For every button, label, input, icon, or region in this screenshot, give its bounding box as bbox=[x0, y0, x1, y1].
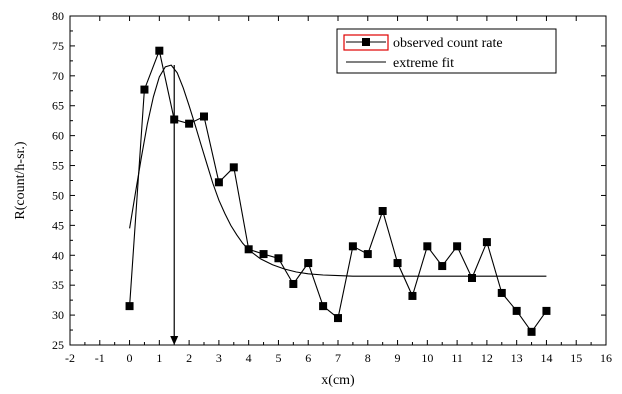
observed-point bbox=[319, 302, 328, 311]
y-tick-label: 75 bbox=[52, 39, 64, 53]
x-tick-label: 16 bbox=[600, 351, 612, 365]
x-tick-label: 3 bbox=[216, 351, 222, 365]
observed-point bbox=[363, 250, 372, 259]
observed-point bbox=[185, 119, 194, 128]
observed-layer bbox=[125, 46, 551, 336]
observed-point bbox=[438, 262, 447, 271]
annotation-layer bbox=[170, 65, 179, 345]
legend-marker-highlight bbox=[343, 34, 389, 51]
observed-point bbox=[229, 163, 238, 172]
observed-point bbox=[140, 85, 149, 94]
x-tick-label: 0 bbox=[127, 351, 133, 365]
x-tick-label: 9 bbox=[395, 351, 401, 365]
x-axis-title: x(cm) bbox=[321, 373, 355, 388]
x-tick-label: 12 bbox=[481, 351, 493, 365]
x-tick-label: 1 bbox=[156, 351, 162, 365]
observed-point bbox=[259, 250, 268, 259]
y-tick-label: 35 bbox=[52, 278, 64, 292]
x-tick-label: 14 bbox=[540, 351, 552, 365]
x-tick-label: 13 bbox=[511, 351, 523, 365]
x-tick-label: 15 bbox=[570, 351, 582, 365]
observed-point bbox=[334, 314, 342, 323]
y-tick-label: 30 bbox=[52, 308, 64, 322]
y-tick-label: 80 bbox=[52, 9, 64, 23]
x-tick-label: 10 bbox=[421, 351, 433, 365]
x-tick-label: 7 bbox=[335, 351, 341, 365]
observed-point bbox=[453, 242, 462, 251]
x-tick-label: 2 bbox=[186, 351, 192, 365]
y-tick-label: 65 bbox=[52, 99, 64, 113]
observed-point bbox=[289, 279, 298, 288]
y-tick-label: 60 bbox=[52, 129, 64, 143]
observed-point bbox=[497, 288, 506, 297]
y-tick-label: 40 bbox=[52, 248, 64, 262]
observed-point bbox=[348, 242, 357, 251]
observed-point bbox=[527, 327, 536, 336]
x-tick-label: 5 bbox=[275, 351, 281, 365]
observed-point bbox=[378, 207, 387, 216]
x-tick-label: -1 bbox=[95, 351, 105, 365]
y-tick-label: 70 bbox=[52, 69, 64, 83]
observed-point bbox=[423, 242, 432, 251]
fit-layer bbox=[129, 64, 547, 277]
observed-point bbox=[125, 302, 134, 311]
observed-point bbox=[482, 238, 491, 247]
annotation-arrowhead bbox=[170, 336, 179, 345]
observed-point bbox=[244, 245, 253, 254]
y-tick-label: 50 bbox=[52, 188, 64, 202]
x-tick-label: 8 bbox=[365, 351, 371, 365]
observed-point bbox=[468, 274, 476, 283]
observed-point bbox=[304, 259, 313, 268]
x-tick-label: 6 bbox=[305, 351, 311, 365]
y-tick-label: 55 bbox=[52, 159, 64, 173]
legend-fit-label: extreme fit bbox=[393, 56, 454, 71]
y-axis-title: R(count/h-sr.) bbox=[13, 141, 28, 219]
observed-point bbox=[408, 291, 417, 300]
x-tick-label: 4 bbox=[246, 351, 252, 365]
axis-ticks: -2 -1 0 1 2 3 4 5 6 7 8 9 10 11 12 13 14 15 16253035404550… bbox=[52, 9, 612, 365]
y-tick-label: 45 bbox=[52, 218, 64, 232]
observed-point bbox=[542, 306, 551, 315]
observed-point bbox=[155, 46, 164, 55]
observed-line bbox=[129, 48, 547, 333]
observed-point bbox=[200, 112, 208, 121]
legend: observed count rate extreme fit bbox=[336, 28, 557, 74]
observed-point bbox=[393, 259, 402, 268]
fit-line bbox=[129, 64, 547, 277]
legend-observed-marker bbox=[362, 38, 370, 46]
legend-box bbox=[336, 28, 557, 74]
observed-point bbox=[214, 178, 223, 187]
legend-observed-label: observed count rate bbox=[393, 36, 503, 51]
observed-point bbox=[512, 306, 521, 315]
x-tick-label: -2 bbox=[65, 351, 75, 365]
x-tick-label: 11 bbox=[451, 351, 463, 365]
observed-point bbox=[274, 254, 283, 263]
y-tick-label: 25 bbox=[52, 338, 64, 352]
